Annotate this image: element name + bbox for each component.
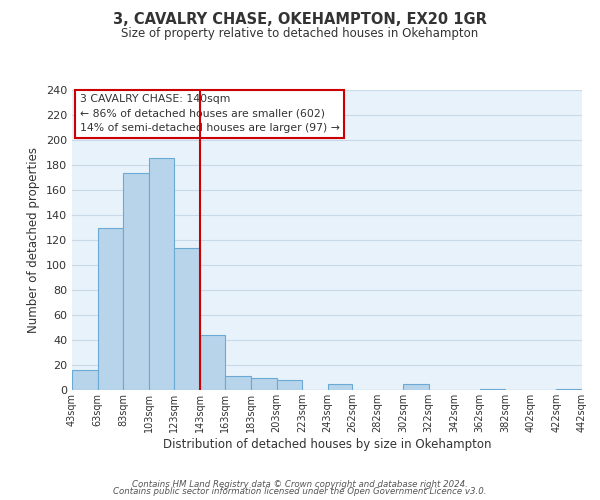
X-axis label: Distribution of detached houses by size in Okehampton: Distribution of detached houses by size …	[163, 438, 491, 450]
Bar	[226, 376, 251, 390]
Text: Size of property relative to detached houses in Okehampton: Size of property relative to detached ho…	[121, 28, 479, 40]
Bar	[123, 172, 149, 390]
Text: 3 CAVALRY CHASE: 140sqm
← 86% of detached houses are smaller (602)
14% of semi-d: 3 CAVALRY CHASE: 140sqm ← 86% of detache…	[80, 94, 340, 134]
Bar	[251, 378, 277, 390]
Bar	[149, 158, 174, 390]
Text: Contains HM Land Registry data © Crown copyright and database right 2024.: Contains HM Land Registry data © Crown c…	[132, 480, 468, 489]
Bar	[72, 370, 98, 390]
Text: Contains public sector information licensed under the Open Government Licence v3: Contains public sector information licen…	[113, 488, 487, 496]
Y-axis label: Number of detached properties: Number of detached properties	[28, 147, 40, 333]
Text: 3, CAVALRY CHASE, OKEHAMPTON, EX20 1GR: 3, CAVALRY CHASE, OKEHAMPTON, EX20 1GR	[113, 12, 487, 28]
Bar	[328, 384, 352, 390]
Bar	[403, 384, 428, 390]
Bar	[556, 389, 582, 390]
Bar	[277, 380, 302, 390]
Bar	[200, 335, 226, 390]
Bar	[480, 389, 505, 390]
Bar	[174, 248, 200, 390]
Bar	[98, 228, 123, 390]
